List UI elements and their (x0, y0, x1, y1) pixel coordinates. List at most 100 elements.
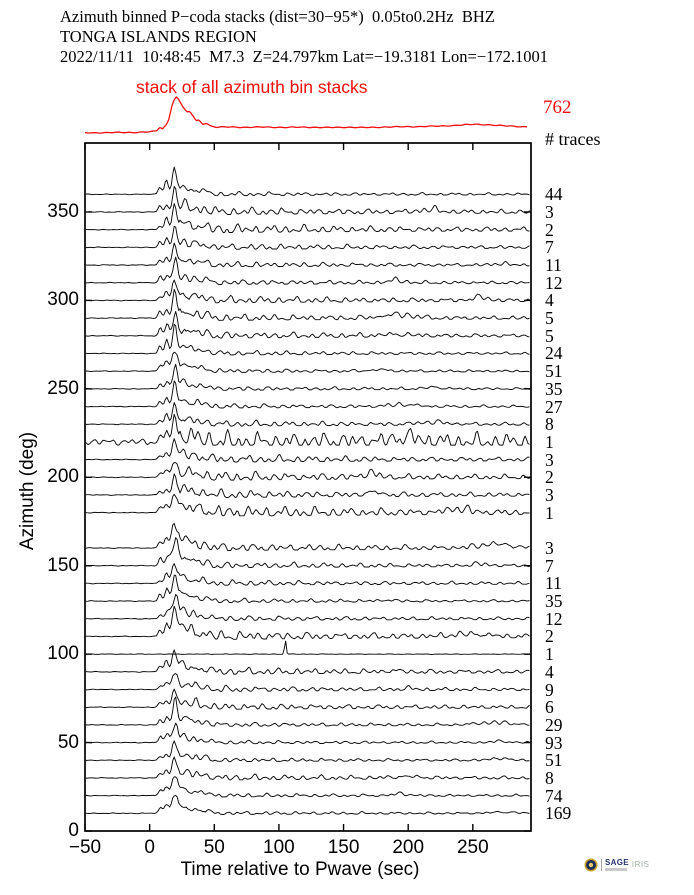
trace-count-label: 6 (545, 697, 554, 718)
seismic-trace-az-320 (84, 242, 530, 268)
stack-trace (84, 96, 528, 134)
seismic-trace-az-100 (84, 640, 530, 655)
trace-count-label: 3 (545, 201, 554, 222)
x-tick-label: 250 (456, 837, 489, 858)
trace-count-label: 1 (545, 502, 554, 523)
trace-count-label: 2 (545, 219, 554, 240)
trace-count-label: 11 (545, 573, 562, 594)
trace-count-label: 29 (545, 714, 563, 735)
y-tick-label: 0 (68, 820, 79, 841)
seismic-trace-az-300 (85, 279, 530, 304)
trace-count-label: 44 (545, 184, 563, 205)
y-tick-label: 300 (47, 289, 79, 311)
logo-divider (601, 859, 602, 871)
seismic-trace-az-150 (84, 537, 530, 569)
seismic-trace-az-270 (85, 323, 530, 356)
trace-count-label: 5 (545, 308, 554, 329)
seismic-trace-az-40 (84, 740, 530, 763)
sage-seal-icon (584, 858, 598, 872)
x-tick-label: 200 (392, 837, 425, 858)
seismic-trace-az-60 (84, 696, 530, 727)
x-axis-label: Time relative to Pwave (sec) (180, 859, 420, 880)
seismic-trace-az-190 (84, 473, 530, 498)
trace-count-label: 1 (545, 431, 554, 452)
seismic-trace-az-160 (84, 522, 530, 552)
seismic-trace-az-220 (84, 413, 530, 446)
seismic-trace-az-10 (84, 794, 530, 815)
seismic-trace-az-180 (84, 493, 530, 517)
logo-secondary-text: IRIS (631, 860, 650, 869)
trace-count-label: 9 (545, 679, 554, 700)
title-line-3: 2022/11/11 10:48:45 M7.3 Z=24.797km Lat=… (60, 47, 549, 66)
trace-count-label: 35 (545, 378, 563, 399)
trace-count-label: 35 (545, 591, 563, 612)
trace-count-label: 3 (545, 449, 554, 470)
seismic-trace-az-360 (84, 166, 530, 197)
seismic-trace-az-330 (85, 225, 530, 250)
seismic-trace-az-210 (84, 438, 530, 463)
logo-primary-text: SAGE (605, 858, 629, 868)
trace-count-label: 1 (545, 644, 554, 665)
trace-count-label: 93 (545, 732, 563, 753)
stack-total-count: 762 (543, 97, 572, 118)
trace-count-label: 5 (545, 325, 554, 346)
trace-count-label: 12 (545, 272, 563, 293)
trace-count-label: 2 (545, 626, 554, 647)
x-tick-label: −50 (68, 837, 102, 858)
trace-count-label: 11 (545, 255, 562, 276)
seismic-trace-az-200 (85, 462, 530, 481)
trace-count-label: 4 (545, 661, 554, 682)
logo-subtext-bar (605, 868, 627, 871)
axes-box (84, 142, 532, 832)
y-axis-label: Azimuth (deg) (17, 431, 38, 551)
trace-count-label: 7 (545, 555, 554, 576)
seismic-trace-az-280 (84, 311, 530, 339)
seismic-trace-az-20 (84, 776, 530, 798)
y-tick-label: 250 (47, 377, 79, 399)
sage-iris-logo: SAGE IRIS (584, 858, 649, 872)
seismic-trace-az-90 (85, 649, 530, 675)
title-line-2: TONGA ISLANDS REGION (60, 27, 257, 46)
seismic-trace-az-260 (85, 351, 530, 373)
stack-annotation: stack of all azimuth bin stacks (136, 77, 368, 97)
trace-count-label: 51 (545, 750, 563, 771)
seismic-trace-az-30 (84, 756, 530, 781)
seismic-trace-az-350 (85, 186, 530, 215)
trace-count-label: 8 (545, 767, 554, 788)
seismic-trace-az-120 (84, 593, 530, 621)
seismic-trace-az-250 (85, 363, 530, 391)
trace-count-label: 74 (545, 785, 563, 806)
y-tick-label: 150 (47, 554, 79, 576)
y-tick-label: 350 (47, 200, 79, 222)
y-tick-label: 50 (57, 731, 79, 753)
seismic-trace-az-310 (85, 256, 530, 285)
trace-count-label: 27 (545, 396, 563, 417)
x-tick-label: 0 (144, 837, 155, 858)
x-tick-label: 50 (203, 837, 225, 858)
trace-count-label: 3 (545, 538, 554, 559)
y-tick-label: 100 (47, 643, 79, 665)
trace-count-label: 2 (545, 467, 554, 488)
trace-count-label: 24 (545, 343, 563, 364)
trace-count-label: 3 (545, 484, 554, 505)
seismic-trace-az-340 (84, 203, 530, 234)
seismic-trace-az-240 (84, 380, 530, 409)
x-tick-label: 150 (327, 837, 360, 858)
traces-column-header: # traces (545, 129, 601, 149)
seismic-trace-az-70 (84, 688, 530, 710)
title-line-1: Azimuth binned P−coda stacks (dist=30−95… (60, 7, 495, 26)
seismic-trace-az-50 (84, 722, 530, 745)
seismic-trace-az-290 (84, 288, 530, 321)
seismic-trace-az-80 (84, 673, 530, 692)
trace-count-label: 8 (545, 414, 554, 435)
seismic-trace-az-140 (84, 563, 530, 586)
x-tick-label: 100 (263, 837, 295, 858)
trace-count-label: 169 (545, 803, 572, 824)
seismic-trace-az-230 (84, 402, 530, 427)
trace-count-label: 7 (545, 237, 554, 258)
trace-count-label: 12 (545, 608, 563, 629)
trace-count-label: 4 (545, 290, 554, 311)
seismic-trace-az-110 (84, 605, 530, 640)
